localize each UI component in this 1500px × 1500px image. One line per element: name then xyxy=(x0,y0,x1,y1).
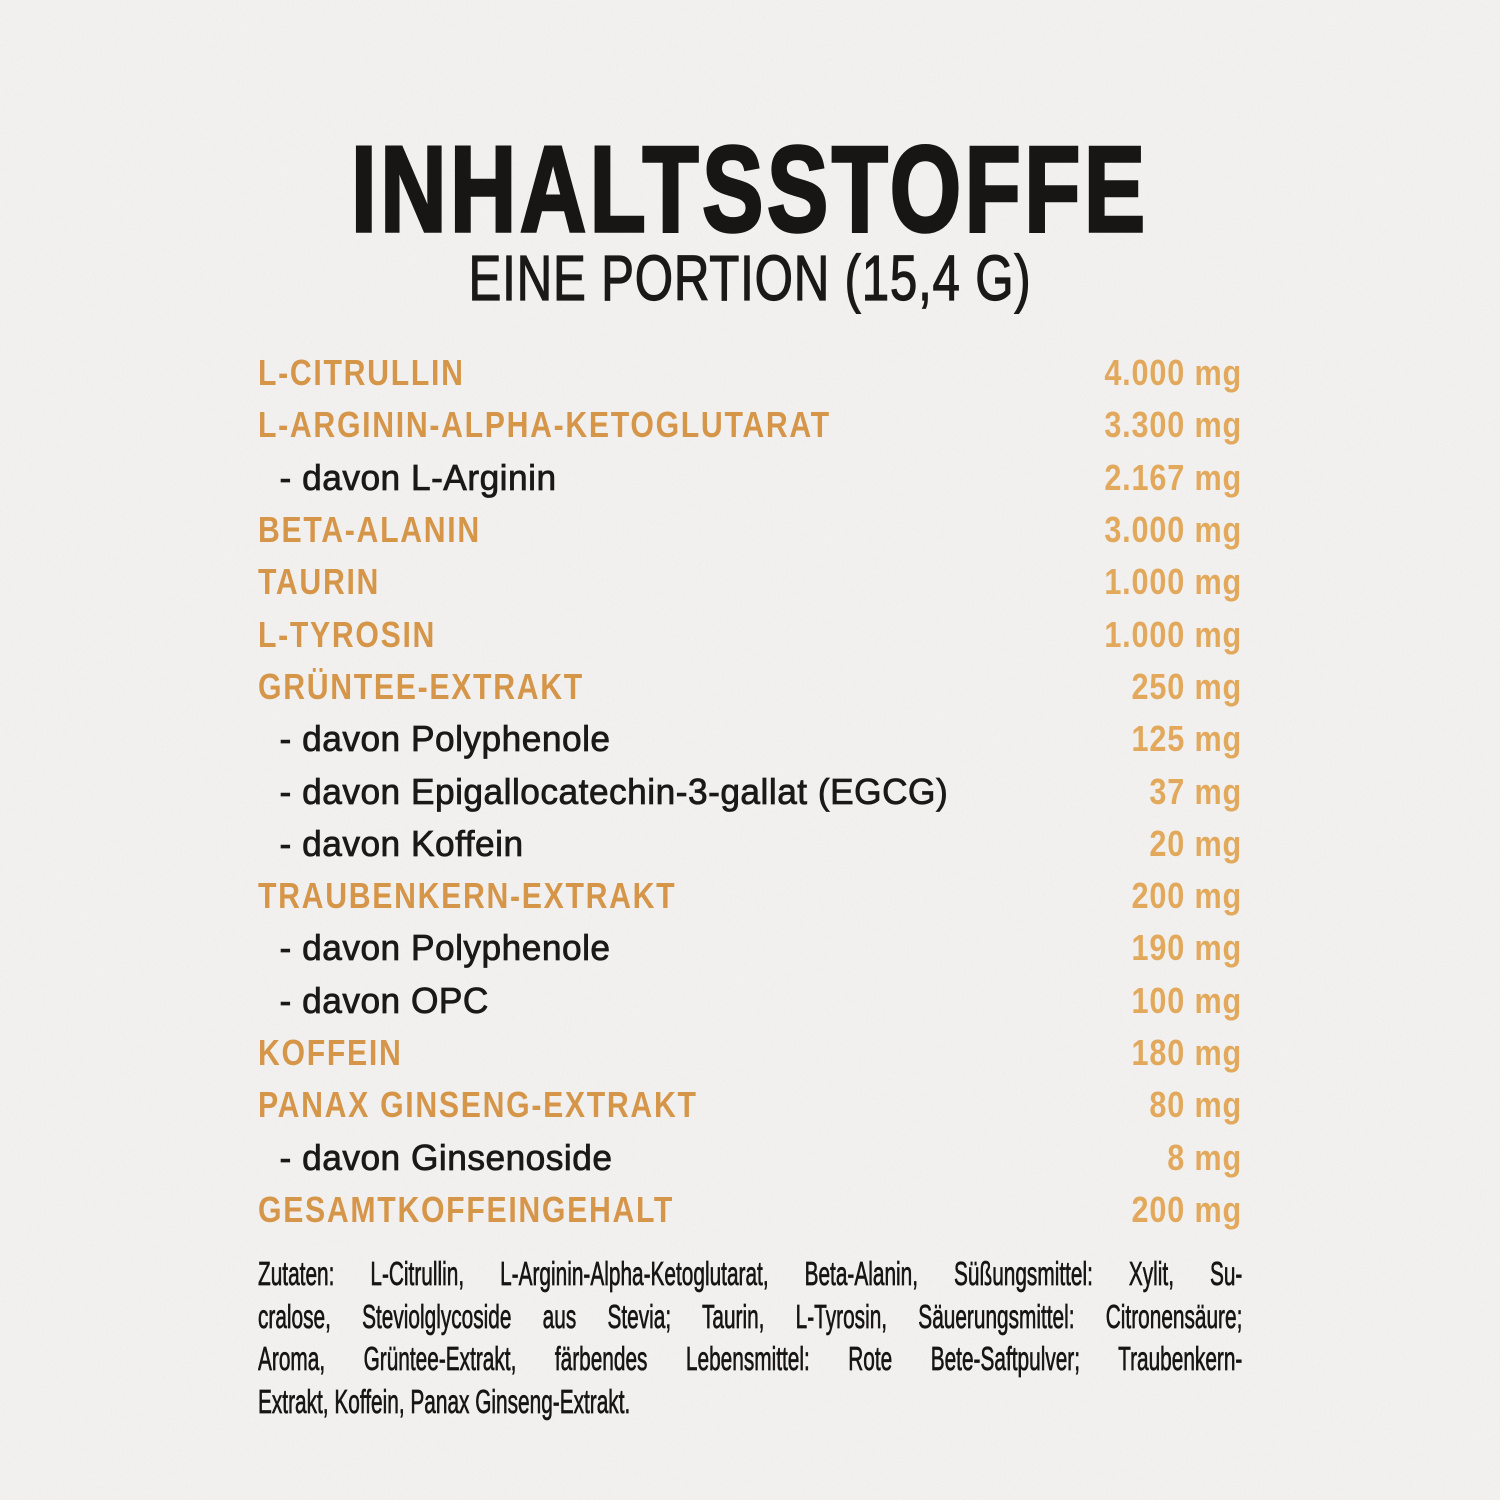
ingredient-value: 1.000 mg xyxy=(1104,613,1242,655)
ingredient-value: 100 mg xyxy=(1131,979,1242,1021)
ingredient-label: L-TYROSIN xyxy=(258,613,437,655)
ingredient-label: - davon Polyphenole xyxy=(279,718,611,760)
ingredient-value: 3.000 mg xyxy=(1104,509,1242,551)
ingredient-value: 37 mg xyxy=(1149,770,1242,812)
table-row: - davon OPC 100 mg xyxy=(258,975,1242,1027)
table-row: PANAX GINSENG-EXTRAKT 80 mg xyxy=(258,1079,1242,1131)
ingredient-label: KOFFEIN xyxy=(258,1032,403,1073)
ingredients-table: L-CITRULLIN 4.000 mg L-ARGININ-ALPHA-KET… xyxy=(258,347,1242,1236)
ingredient-value: 250 mg xyxy=(1131,665,1242,707)
ingredients-line: cralose, Steviolglycoside aus Stevia; Ta… xyxy=(258,1297,1243,1335)
table-row: - davon Polyphenole 190 mg xyxy=(258,922,1242,974)
ingredient-label: L-CITRULLIN xyxy=(258,352,465,394)
ingredient-label: TAURIN xyxy=(258,561,381,603)
ingredient-label: GRÜNTEE-EXTRAKT xyxy=(258,665,584,707)
ingredient-value: 1.000 mg xyxy=(1104,561,1242,603)
table-row: TAURIN 1.000 mg xyxy=(258,556,1242,608)
ingredient-value: 180 mg xyxy=(1131,1032,1242,1073)
ingredient-value: 80 mg xyxy=(1149,1084,1242,1126)
table-row: GESAMTKOFFEINGEHALT 200 mg xyxy=(258,1184,1242,1236)
table-row: - davon L-Arginin 2.167 mg xyxy=(258,452,1242,504)
table-row: GRÜNTEE-EXTRAKT 250 mg xyxy=(258,661,1242,713)
table-row: L-TYROSIN 1.000 mg xyxy=(258,608,1242,660)
ingredient-label: - davon Epigallocatechin-3-gallat (EGCG) xyxy=(279,770,949,812)
ingredient-value: 8 mg xyxy=(1167,1136,1242,1178)
ingredient-value: 190 mg xyxy=(1131,927,1242,969)
table-row: - davon Koffein 20 mg xyxy=(258,818,1242,870)
ingredient-label: TRAUBENKERN-EXTRAKT xyxy=(258,875,677,917)
ingredient-label: GESAMTKOFFEINGEHALT xyxy=(258,1188,675,1230)
ingredient-value: 20 mg xyxy=(1149,822,1242,864)
ingredient-label: PANAX GINSENG-EXTRAKT xyxy=(258,1084,698,1126)
ingredients-line: Aroma, Grüntee-Extrakt, färbendes Lebens… xyxy=(258,1340,1243,1378)
ingredient-value: 125 mg xyxy=(1131,718,1242,760)
ingredient-label: - davon L-Arginin xyxy=(279,456,557,498)
ingredients-line: Zutaten: L-Citrullin, L-Arginin-Alpha-Ke… xyxy=(258,1255,1243,1293)
ingredient-label: - davon OPC xyxy=(279,979,489,1021)
ingredient-value: 200 mg xyxy=(1131,875,1242,917)
ingredient-label: - davon Koffein xyxy=(279,822,524,864)
table-row: KOFFEIN 180 mg xyxy=(258,1027,1242,1079)
table-row: TRAUBENKERN-EXTRAKT 200 mg xyxy=(258,870,1242,922)
ingredient-label: BETA-ALANIN xyxy=(258,509,481,551)
table-row: BETA-ALANIN 3.000 mg xyxy=(258,504,1242,556)
table-row: - davon Ginsenoside 8 mg xyxy=(258,1131,1242,1183)
table-row: - davon Polyphenole 125 mg xyxy=(258,713,1242,765)
ingredients-paragraph: Zutaten: L-Citrullin, L-Arginin-Alpha-Ke… xyxy=(258,1253,1243,1424)
ingredient-value: 4.000 mg xyxy=(1104,352,1242,394)
ingredients-line: Extrakt, Koffein, Panax Ginseng-Extrakt. xyxy=(258,1383,631,1421)
ingredient-label: - davon Ginsenoside xyxy=(279,1136,613,1178)
ingredient-label: L-ARGININ-ALPHA-KETOGLUTARAT xyxy=(258,404,831,446)
table-row: L-ARGININ-ALPHA-KETOGLUTARAT 3.300 mg xyxy=(258,399,1242,451)
ingredient-value: 2.167 mg xyxy=(1104,456,1242,498)
page-title: INHALTSSTOFFE xyxy=(350,121,1149,257)
ingredient-value: 200 mg xyxy=(1131,1188,1242,1230)
table-row: - davon Epigallocatechin-3-gallat (EGCG)… xyxy=(258,765,1242,817)
page-subtitle: EINE PORTION (15,4 G) xyxy=(468,242,1032,314)
ingredient-label: - davon Polyphenole xyxy=(279,927,611,969)
ingredient-value: 3.300 mg xyxy=(1104,404,1242,446)
table-row: L-CITRULLIN 4.000 mg xyxy=(258,347,1242,399)
